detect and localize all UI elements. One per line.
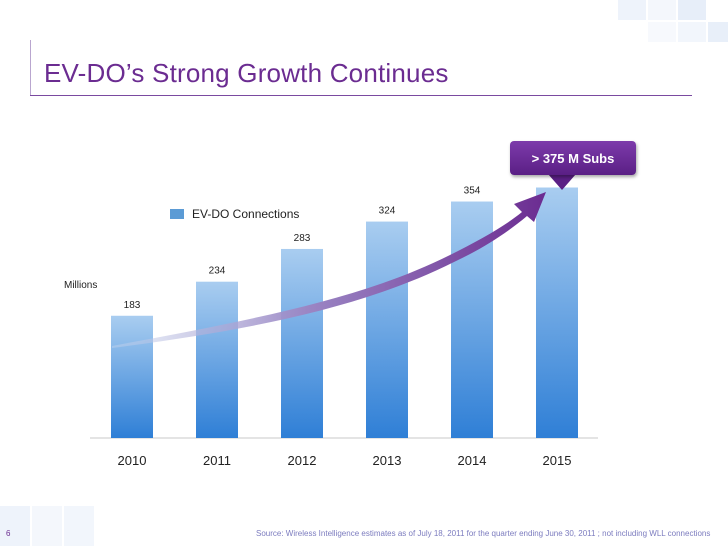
y-units-label: Millions [64,280,98,291]
page-number: 6 [6,529,11,538]
bar-2012 [281,248,323,438]
x-tick-label: 2015 [543,453,572,468]
x-tick-label: 2012 [288,453,317,468]
title-accent-line [30,40,31,96]
callout-pointer [548,174,576,190]
x-tick-label: 2013 [373,453,402,468]
subs-callout: > 375 M Subs [510,141,636,175]
title-underline [30,95,692,96]
data-label: 283 [294,233,311,244]
chart-legend: EV-DO Connections [170,207,299,221]
bar-2013 [366,221,408,438]
x-tick-label: 2011 [203,453,231,468]
footer-grid-decoration [0,506,94,546]
data-label: 354 [464,186,481,197]
bar-2010 [111,315,153,438]
data-label: 234 [209,266,226,277]
legend-swatch [170,209,184,219]
x-tick-label: 2014 [458,453,487,468]
x-tick-label: 2010 [118,453,147,468]
bar-2011 [196,281,238,438]
bar-2015 [536,187,578,438]
data-label: 183 [124,300,141,311]
source-note: Source: Wireless Intelligence estimates … [256,529,711,538]
data-label: 324 [379,206,396,217]
corner-grid-decoration [568,0,728,60]
slide-title: EV-DO’s Strong Growth Continues [44,58,449,88]
legend-label: EV-DO Connections [192,207,300,221]
